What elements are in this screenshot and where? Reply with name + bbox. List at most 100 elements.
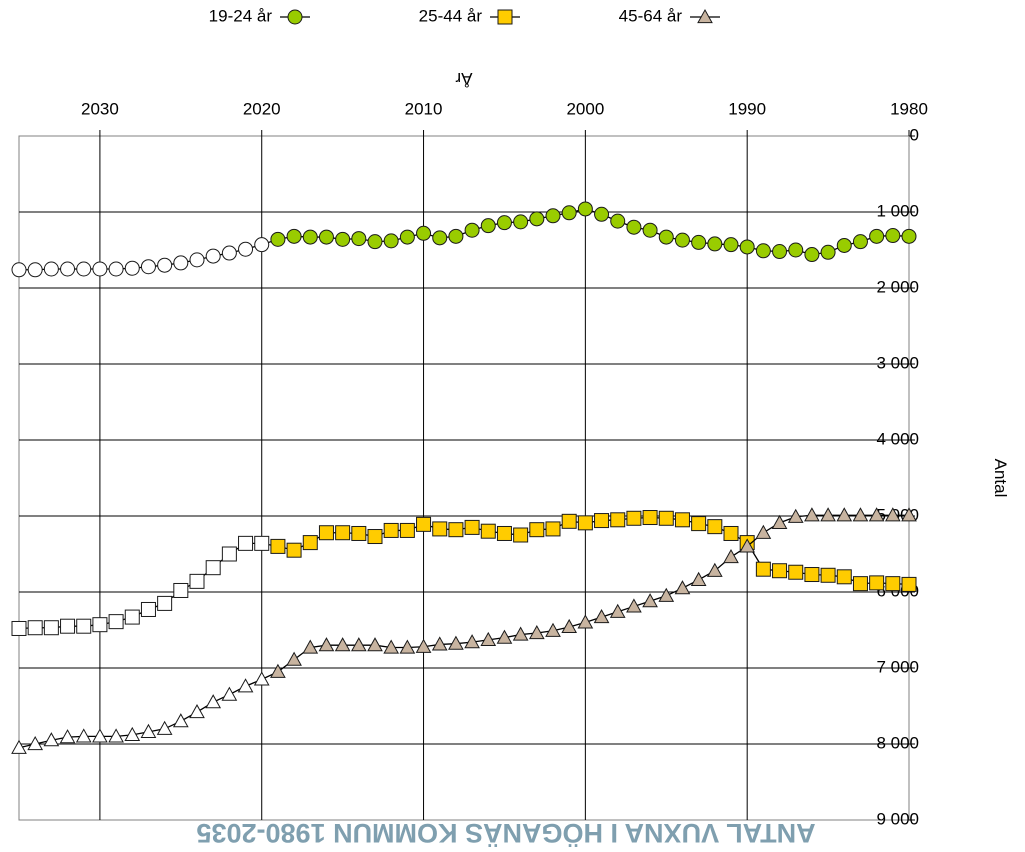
legend-marker [497, 9, 513, 25]
x-tick-label: 2000 [566, 99, 604, 118]
data-point [755, 243, 771, 259]
data-point [334, 637, 351, 652]
legend-label: 45-64 år [619, 6, 683, 25]
data-point [448, 522, 464, 538]
data-point [75, 728, 92, 743]
data-point [415, 638, 432, 653]
data-point [286, 228, 302, 244]
y-tick-label: 1 000 [876, 201, 919, 220]
data-point [172, 713, 189, 728]
data-point [707, 519, 723, 535]
data-point [124, 726, 141, 741]
legend-item-1: 25-44 år [419, 6, 520, 25]
data-point [836, 237, 852, 253]
data-point [416, 516, 432, 532]
data-point [852, 576, 868, 592]
data-point [189, 252, 205, 268]
data-point [480, 523, 496, 539]
data-point [820, 244, 836, 260]
data-point [108, 614, 124, 630]
data-point [723, 237, 739, 253]
data-point [658, 510, 674, 526]
data-point [270, 663, 286, 678]
data-point [594, 513, 610, 529]
data-point [140, 601, 156, 617]
data-point [448, 635, 464, 650]
data-point [92, 728, 108, 743]
data-point [302, 229, 318, 245]
data-point [350, 637, 367, 652]
data-point [869, 575, 885, 591]
data-point [658, 587, 675, 602]
data-point [593, 609, 610, 624]
y-tick-label: 7 000 [876, 657, 919, 676]
legend-marker [287, 9, 303, 25]
data-point [901, 228, 917, 244]
data-point [739, 538, 756, 553]
chart-title: ANTAL VUXNA I HÖGANÄS KOMMUN 1980-2035 [196, 818, 815, 848]
data-point [545, 521, 561, 537]
y-tick-label: 0 [910, 125, 919, 144]
data-point [480, 631, 497, 646]
data-point [335, 525, 351, 541]
data-point [11, 620, 27, 636]
data-point [270, 538, 286, 554]
data-point [43, 732, 60, 747]
data-point [221, 245, 237, 261]
data-point [480, 218, 496, 234]
data-point [690, 571, 707, 586]
data-point [432, 230, 448, 246]
data-point [513, 214, 529, 230]
data-point [351, 231, 367, 247]
data-point [302, 535, 318, 551]
series-2 [11, 507, 917, 754]
data-point [869, 228, 885, 244]
data-point [92, 261, 108, 277]
data-point [59, 729, 76, 744]
y-tick-label: 3 000 [876, 353, 919, 372]
data-point [92, 617, 108, 633]
data-point [270, 231, 286, 247]
data-point [189, 573, 205, 589]
data-point [318, 637, 335, 652]
data-point [577, 515, 593, 531]
data-point [140, 259, 156, 275]
data-point [885, 576, 901, 592]
data-point [431, 636, 448, 651]
data-point [399, 522, 415, 538]
legend-label: 19-24 år [209, 6, 273, 25]
data-point [755, 561, 771, 577]
data-point [60, 261, 76, 277]
data-point [674, 580, 691, 595]
data-point [286, 542, 302, 558]
data-point [787, 508, 804, 523]
data-point [674, 512, 690, 528]
data-point [788, 564, 804, 580]
data-point [351, 525, 367, 541]
data-point [836, 569, 852, 585]
data-point [626, 219, 642, 235]
data-point [464, 519, 480, 535]
data-point [561, 205, 577, 221]
data-point [820, 567, 836, 583]
data-point [626, 598, 642, 613]
data-point [804, 247, 820, 263]
data-point [76, 618, 92, 634]
data-point [674, 232, 690, 248]
data-point [496, 525, 512, 541]
data-point [594, 206, 610, 222]
data-point [367, 637, 383, 652]
data-point [432, 521, 448, 537]
data-point [496, 629, 513, 644]
data-point [529, 522, 545, 538]
x-tick-label: 2030 [81, 99, 119, 118]
data-point [238, 241, 254, 257]
y-tick-label: 4 000 [876, 429, 919, 448]
data-point [205, 694, 222, 709]
data-point [885, 228, 901, 244]
data-point [205, 560, 221, 576]
data-point [723, 525, 739, 541]
data-point [399, 639, 416, 654]
data-point [772, 563, 788, 579]
